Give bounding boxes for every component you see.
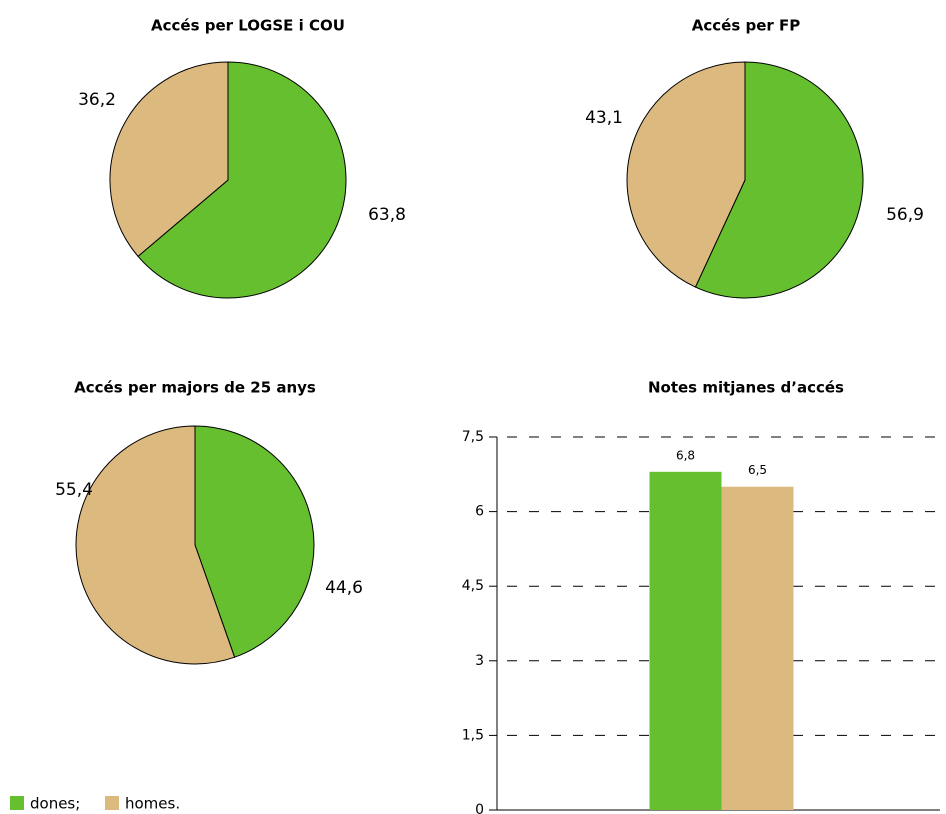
- data-label: 6,5: [748, 463, 767, 477]
- y-tick-label: 0: [475, 802, 484, 814]
- chart-title: Notes mitjanes d’accés: [648, 379, 844, 397]
- legend-label: dones;: [30, 795, 80, 813]
- y-tick-label: 3: [475, 653, 484, 669]
- chart-title: Accés per majors de 25 anys: [74, 379, 316, 397]
- pie-slice: [694, 61, 864, 299]
- pie-slice: [626, 61, 746, 288]
- y-tick-label: 1,5: [462, 727, 484, 743]
- legend-swatch: [10, 796, 24, 810]
- pie-slice: [75, 425, 236, 665]
- data-label: 6,8: [676, 448, 695, 462]
- pie-slice: [194, 425, 315, 658]
- data-label: 43,1: [585, 108, 623, 128]
- data-label: 55,4: [55, 480, 93, 500]
- bar: [649, 471, 722, 810]
- data-label: 36,2: [78, 90, 116, 110]
- chart-title: Accés per LOGSE i COU: [151, 17, 345, 35]
- chart-title: Accés per FP: [692, 17, 801, 35]
- pie-slice: [137, 61, 347, 299]
- y-tick-label: 4,5: [462, 578, 484, 594]
- data-label: 44,6: [325, 578, 363, 598]
- legend-label: homes.: [125, 795, 180, 813]
- pie-slice: [109, 61, 229, 258]
- data-label: 56,9: [886, 205, 924, 225]
- data-label: 63,8: [368, 205, 406, 225]
- legend-swatch: [105, 796, 119, 810]
- y-tick-label: 7,5: [462, 429, 484, 445]
- bar: [721, 486, 794, 810]
- y-tick-label: 6: [475, 504, 484, 520]
